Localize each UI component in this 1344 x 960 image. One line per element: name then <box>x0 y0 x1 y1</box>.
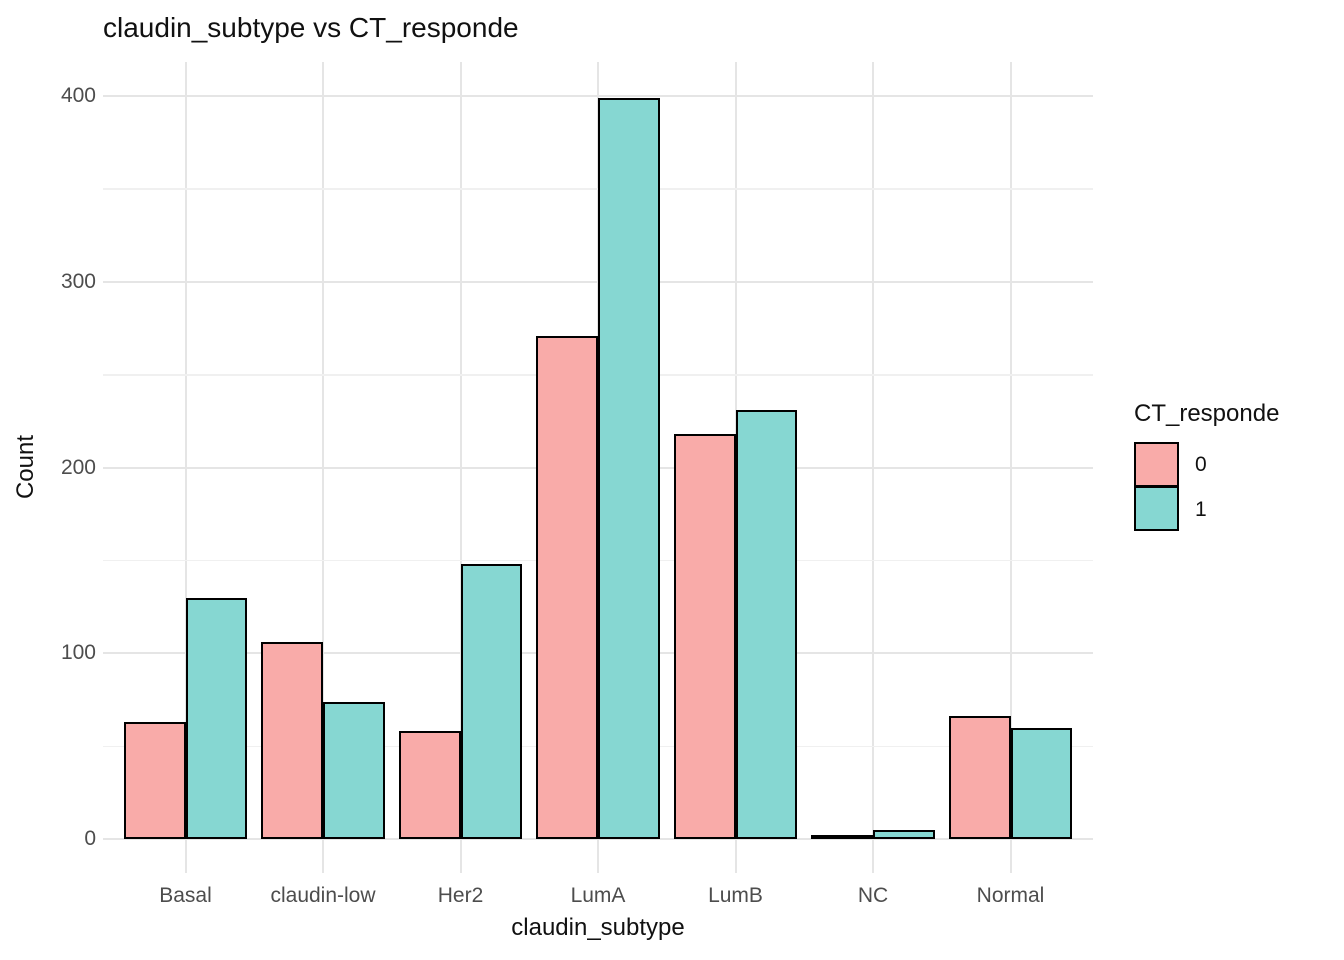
legend-item: 1 <box>1134 485 1279 532</box>
bar-LumB-1 <box>735 409 798 839</box>
x-tick-label: claudin-low <box>270 884 376 907</box>
gridline-major <box>103 838 1093 840</box>
bar-Her2-0 <box>398 731 461 839</box>
x-tick-label: NC <box>857 884 889 907</box>
bar-NC-0 <box>811 835 873 839</box>
bar-Normal-0 <box>948 716 1011 839</box>
bar-LumA-0 <box>536 335 598 839</box>
gridline-major <box>103 95 1093 97</box>
legend-item: 0 <box>1134 442 1279 487</box>
bar-Normal-1 <box>1010 727 1073 839</box>
bar-LumA-1 <box>598 97 660 839</box>
y-tick-label: 200 <box>60 455 96 479</box>
x-tick-label: LumA <box>570 884 626 907</box>
legend-swatch-icon <box>1134 442 1179 487</box>
y-tick-label: 100 <box>60 641 96 665</box>
chart-title: claudin_subtype vs CT_responde <box>103 12 519 43</box>
bar-NC-1 <box>873 829 935 839</box>
legend-swatch-icon <box>1134 485 1179 531</box>
x-axis-title: claudin_subtype <box>511 914 685 941</box>
bar-Her2-1 <box>460 564 523 839</box>
plot-panel <box>103 62 1093 873</box>
x-tick-label: Her2 <box>437 884 484 907</box>
y-tick-label: 300 <box>60 269 96 293</box>
bar-Basal-1 <box>185 597 248 839</box>
bar-Basal-0 <box>123 721 186 839</box>
legend-title: CT_responde <box>1134 400 1280 427</box>
x-tick-label: Normal <box>976 884 1045 907</box>
bar-claudin-low-0 <box>261 642 323 839</box>
bar-LumB-0 <box>673 434 736 839</box>
bar-claudin-low-1 <box>323 701 385 839</box>
legend-item-label: 1 <box>1195 497 1207 521</box>
x-tick-label: Basal <box>159 884 212 907</box>
y-tick-label: 0 <box>84 827 96 850</box>
y-tick-label: 400 <box>60 84 96 107</box>
legend-item-label: 0 <box>1195 452 1207 476</box>
x-tick-label: LumB <box>708 884 763 907</box>
